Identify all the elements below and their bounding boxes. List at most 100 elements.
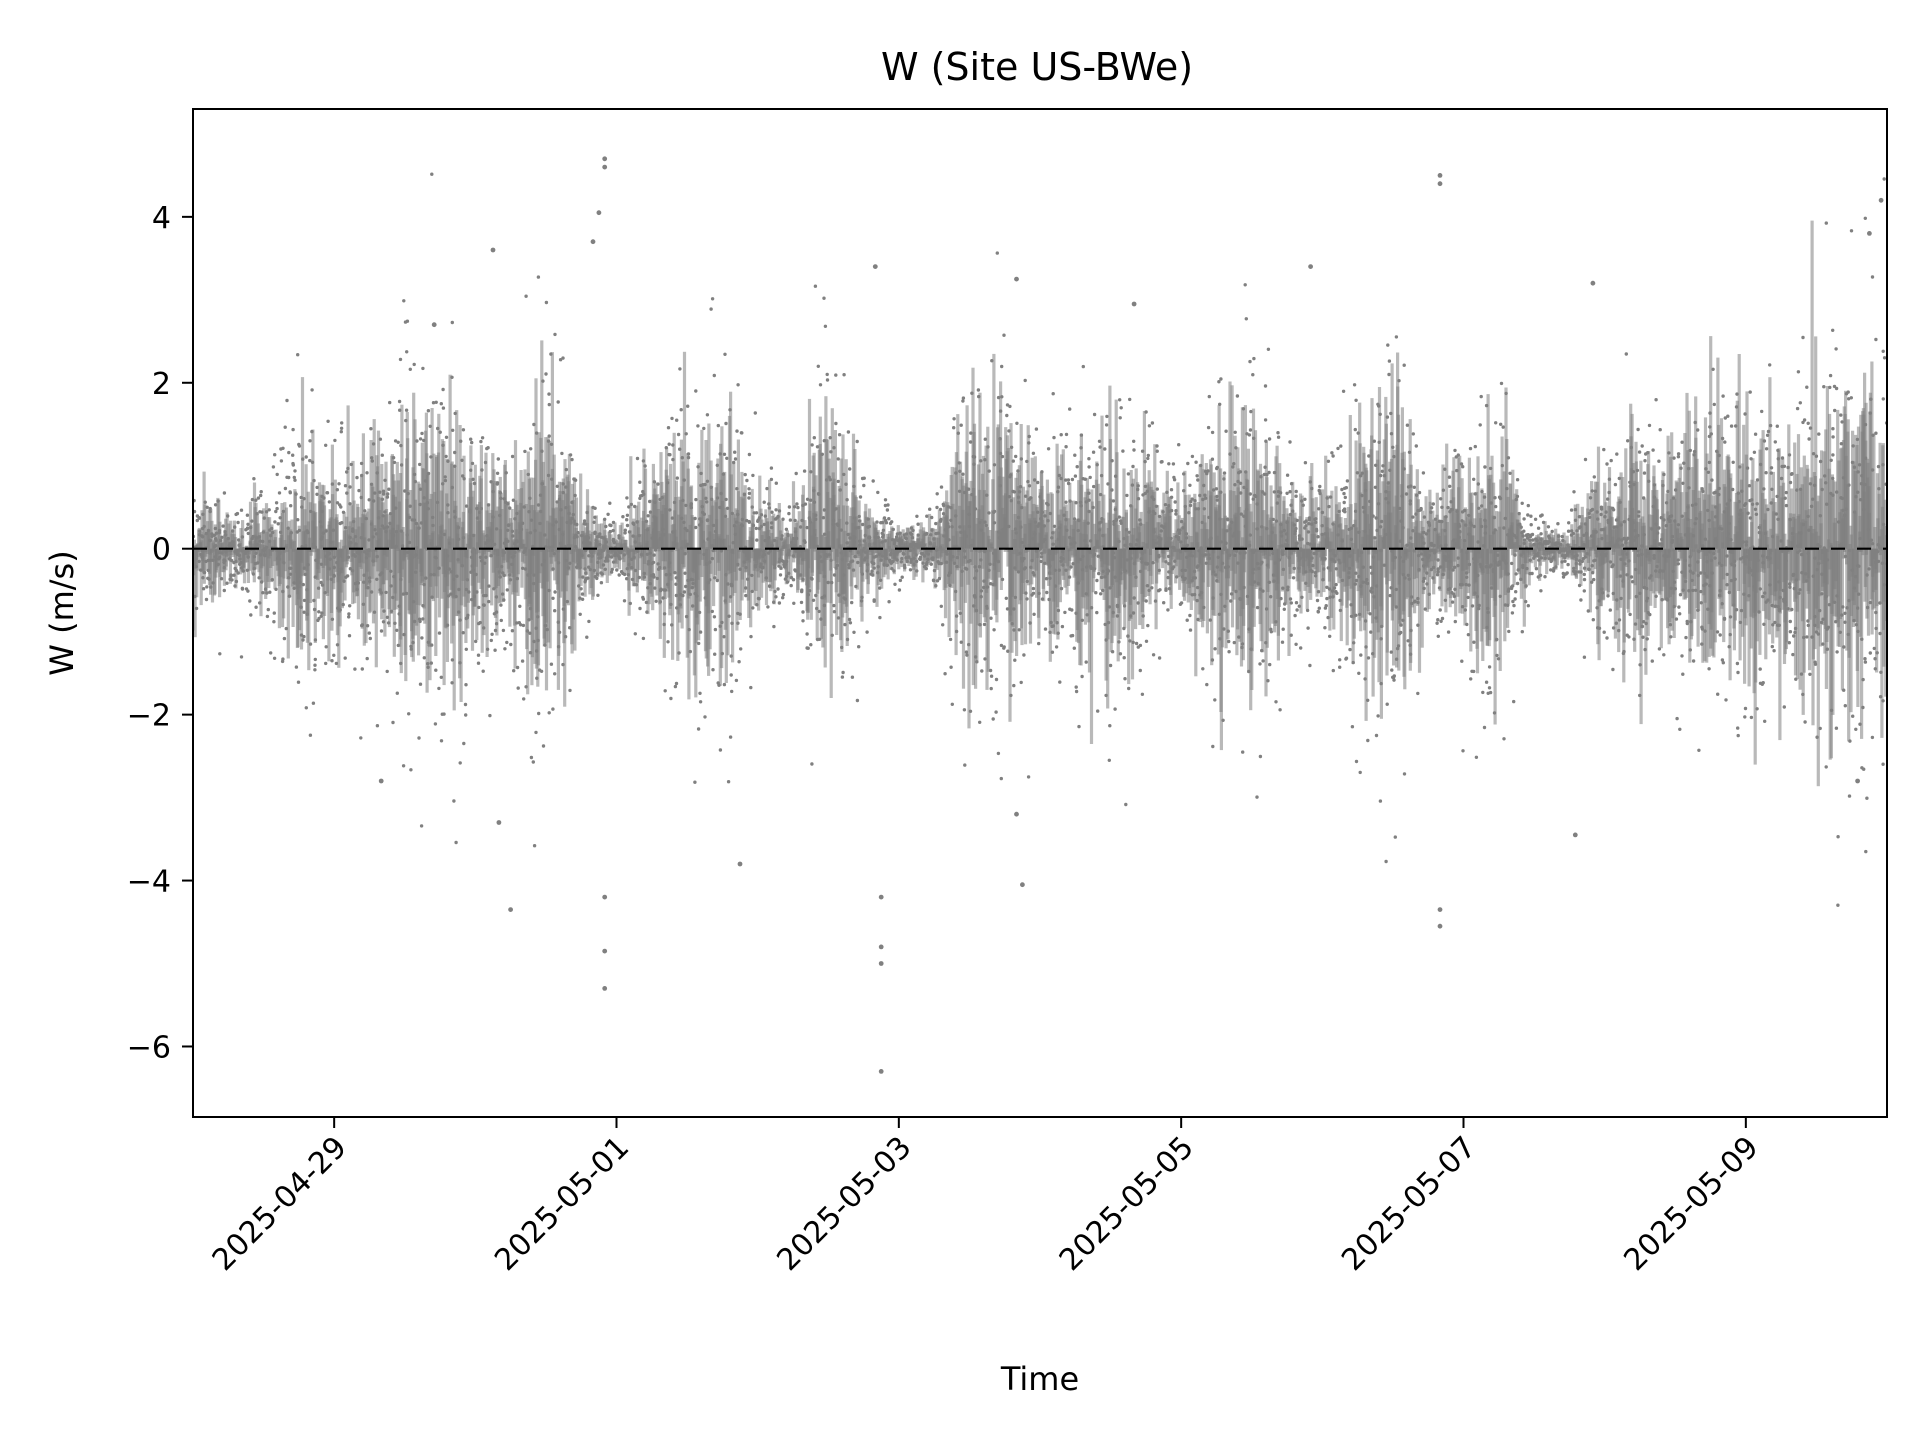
scatter-point (285, 398, 289, 403)
scatter-point (374, 548, 378, 668)
scatter-point (623, 531, 627, 535)
scatter-point (663, 689, 667, 693)
scatter-point (255, 512, 259, 516)
scatter-point (710, 297, 715, 301)
scatter-point (422, 582, 426, 587)
scatter-point (781, 517, 785, 521)
scatter-point (277, 548, 281, 629)
scatter-point (812, 452, 816, 549)
scatter-point (261, 591, 265, 595)
scatter-point (1086, 521, 1090, 525)
scatter-point (675, 418, 679, 422)
scatter-point (503, 460, 507, 549)
scatter-point (687, 548, 691, 700)
scatter-point (262, 508, 266, 549)
scatter-point (553, 548, 557, 581)
scatter-point (887, 517, 891, 521)
scatter-point (935, 492, 939, 496)
scatter-point (747, 548, 751, 618)
scatter-point (499, 603, 503, 607)
scatter-point (604, 524, 608, 529)
scatter-point (272, 656, 277, 660)
scatter-point (867, 542, 872, 547)
scatter-point (418, 682, 423, 686)
scatter-point (197, 548, 201, 558)
scatter-point (220, 548, 224, 573)
scatter-point (908, 568, 913, 572)
scatter-point (744, 586, 748, 590)
scatter-point (599, 581, 604, 585)
scatter-point (1073, 474, 1078, 478)
scatter-point (807, 398, 812, 549)
scatter-point (503, 647, 507, 651)
scatter-point (638, 606, 642, 611)
scatter-point (384, 461, 388, 549)
scatter-point (810, 548, 815, 576)
scatter-point (950, 702, 954, 706)
scatter-point (480, 436, 485, 440)
scatter-point (482, 603, 486, 607)
scatter-point (259, 490, 263, 494)
scatter-point (341, 602, 345, 607)
scatter-point (423, 548, 427, 624)
scatter-point (600, 548, 604, 578)
scatter-point (343, 484, 348, 488)
scatter-point (898, 531, 902, 535)
scatter-point (573, 478, 578, 482)
scatter-point (348, 604, 352, 608)
scatter-point (680, 548, 684, 629)
scatter-point (807, 548, 811, 588)
scatter-point (1164, 587, 1168, 591)
scatter-point (606, 512, 610, 516)
scatter-point (743, 472, 747, 477)
scatter-point (490, 548, 494, 606)
scatter-point (757, 597, 761, 601)
scatter-point (976, 388, 981, 392)
scatter-point (363, 513, 367, 549)
scatter-point (1069, 565, 1073, 569)
scatter-point (643, 464, 647, 468)
scatter-point (302, 566, 306, 570)
scatter-point (393, 496, 398, 549)
scatter-point (845, 548, 849, 646)
scatter-point (941, 623, 945, 627)
scatter-point (343, 656, 347, 660)
scatter-point (264, 510, 269, 514)
scatter-point (673, 684, 678, 689)
scatter-point (1009, 693, 1013, 698)
scatter-point (360, 548, 364, 629)
scatter-point (683, 514, 687, 549)
scatter-point (914, 559, 919, 564)
scatter-point (983, 520, 987, 524)
scatter-point (822, 534, 826, 549)
scatter-point (747, 496, 751, 500)
scatter-point (462, 741, 466, 746)
scatter-point (628, 601, 632, 606)
scatter-point (579, 548, 583, 586)
scatter-point (548, 548, 552, 649)
scatter-point (375, 577, 379, 581)
scatter-point (395, 691, 399, 695)
scatter-point (1108, 724, 1112, 728)
scatter-point (588, 533, 592, 549)
scatter-point (625, 496, 629, 500)
scatter-point (1144, 410, 1148, 414)
scatter-point (986, 445, 990, 449)
scatter-point (732, 463, 736, 549)
scatter-point (520, 548, 524, 562)
scatter-point (1123, 677, 1127, 681)
scatter-point (302, 634, 306, 639)
scatter-point (472, 594, 476, 599)
scatter-point (847, 617, 852, 622)
scatter-point (487, 584, 491, 588)
scatter-point (248, 548, 252, 571)
scatter-point (1121, 449, 1125, 453)
scatter-point (1124, 528, 1129, 532)
scatter-point (340, 421, 344, 425)
scatter-point (821, 516, 826, 520)
scatter-point (784, 527, 789, 531)
scatter-point (730, 583, 734, 588)
scatter-point (809, 548, 813, 620)
scatter-point (820, 452, 824, 549)
scatter-point (462, 477, 466, 481)
